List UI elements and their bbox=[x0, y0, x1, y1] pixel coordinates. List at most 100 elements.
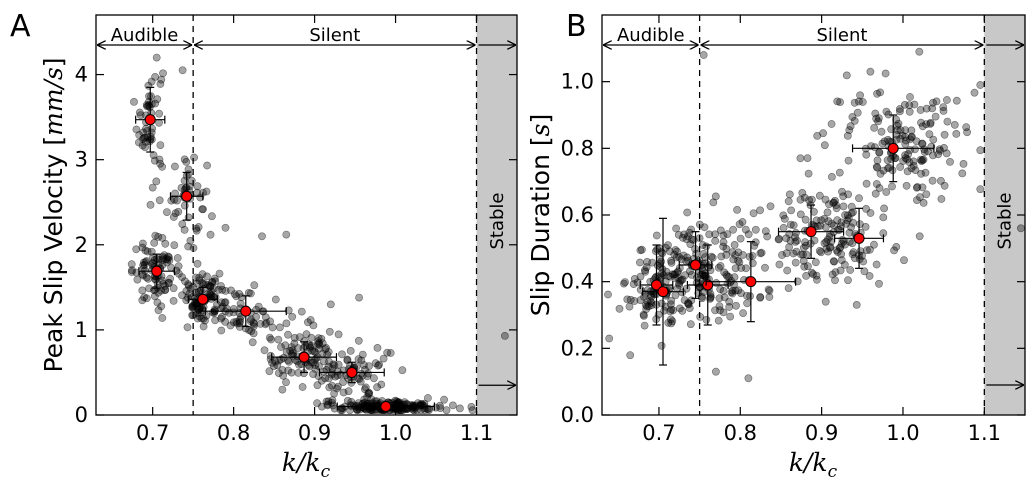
data-point bbox=[803, 154, 812, 162]
data-point bbox=[888, 182, 896, 191]
data-point bbox=[716, 285, 725, 294]
mean-point bbox=[853, 232, 865, 244]
y-tick-label: 3 bbox=[75, 148, 88, 172]
data-point bbox=[952, 129, 961, 138]
data-point bbox=[784, 284, 793, 292]
x-tick-label: 0.7 bbox=[642, 421, 675, 445]
data-point bbox=[893, 121, 902, 130]
data-point bbox=[820, 239, 829, 248]
data-point bbox=[976, 146, 985, 155]
data-point bbox=[849, 248, 858, 257]
data-point bbox=[314, 337, 322, 346]
data-point bbox=[843, 131, 852, 140]
data-point bbox=[919, 198, 928, 207]
data-point bbox=[673, 247, 681, 256]
region-label-silent: Silent bbox=[309, 25, 360, 46]
data-point bbox=[134, 138, 143, 147]
data-point bbox=[333, 367, 342, 376]
data-point bbox=[183, 323, 192, 332]
data-point bbox=[248, 338, 257, 347]
data-point bbox=[185, 182, 194, 191]
data-point bbox=[629, 280, 638, 288]
data-point bbox=[686, 320, 695, 329]
data-point bbox=[835, 168, 844, 177]
mean-point bbox=[887, 142, 899, 154]
data-point bbox=[148, 259, 156, 268]
data-point bbox=[667, 258, 676, 267]
data-point bbox=[324, 362, 333, 371]
data-point bbox=[863, 246, 871, 255]
data-point bbox=[203, 161, 211, 170]
data-point bbox=[674, 274, 683, 282]
data-point bbox=[180, 201, 189, 210]
data-point bbox=[435, 401, 444, 410]
data-point bbox=[719, 238, 728, 247]
data-point bbox=[877, 127, 886, 136]
data-point bbox=[152, 53, 161, 62]
data-point bbox=[680, 296, 689, 304]
data-point bbox=[928, 104, 937, 113]
data-point bbox=[282, 319, 291, 328]
data-point bbox=[937, 195, 946, 203]
data-point bbox=[166, 274, 174, 283]
data-point bbox=[711, 230, 719, 239]
data-point bbox=[314, 372, 323, 380]
data-point bbox=[232, 292, 241, 301]
data-point bbox=[711, 192, 720, 201]
x-tick-label: 0.9 bbox=[805, 421, 838, 445]
mean-point bbox=[651, 279, 663, 291]
data-point bbox=[170, 241, 179, 249]
data-point bbox=[330, 389, 338, 398]
data-point bbox=[884, 135, 892, 144]
data-point bbox=[284, 306, 293, 315]
data-point bbox=[916, 106, 925, 114]
data-point bbox=[785, 190, 794, 199]
data-point bbox=[699, 51, 708, 59]
data-point bbox=[900, 256, 908, 265]
region-label-audible: Audible bbox=[617, 25, 685, 46]
data-point bbox=[267, 335, 275, 344]
data-point bbox=[905, 107, 914, 116]
data-point bbox=[796, 210, 805, 219]
data-point bbox=[330, 361, 339, 370]
data-point bbox=[830, 257, 839, 266]
data-point bbox=[916, 155, 925, 164]
data-point bbox=[325, 383, 334, 392]
data-point bbox=[813, 222, 822, 231]
data-point bbox=[850, 254, 859, 263]
data-point bbox=[826, 243, 835, 251]
x-tick-label: 0.8 bbox=[217, 421, 250, 445]
data-point bbox=[915, 232, 924, 241]
data-point bbox=[360, 385, 369, 394]
mean-point bbox=[380, 400, 392, 412]
data-point bbox=[258, 232, 266, 241]
data-point bbox=[158, 314, 167, 322]
data-point bbox=[722, 250, 731, 259]
data-point bbox=[682, 284, 691, 293]
data-point bbox=[642, 263, 651, 272]
data-point bbox=[780, 214, 789, 223]
data-point bbox=[831, 276, 839, 285]
data-point bbox=[739, 251, 747, 259]
data-point bbox=[756, 206, 764, 215]
panel-b: B Slip Duration [s] k/kc Audible Silent St… bbox=[526, 9, 1026, 482]
data-point bbox=[202, 187, 211, 196]
data-point bbox=[913, 183, 922, 191]
data-point bbox=[282, 378, 290, 387]
data-point bbox=[731, 251, 740, 260]
data-point bbox=[912, 137, 921, 146]
y-axis-label: Peak Slip Velocity [mm/s] bbox=[39, 57, 68, 372]
data-point bbox=[907, 164, 916, 173]
data-point bbox=[398, 366, 407, 375]
data-point bbox=[467, 402, 476, 411]
data-point bbox=[344, 387, 353, 396]
data-point bbox=[826, 243, 834, 252]
data-point bbox=[871, 189, 880, 198]
data-point bbox=[920, 145, 929, 154]
data-point bbox=[734, 256, 742, 265]
data-point bbox=[683, 208, 692, 217]
y-tick-label: 4 bbox=[75, 63, 88, 87]
data-point bbox=[626, 351, 635, 360]
data-point bbox=[750, 241, 759, 250]
